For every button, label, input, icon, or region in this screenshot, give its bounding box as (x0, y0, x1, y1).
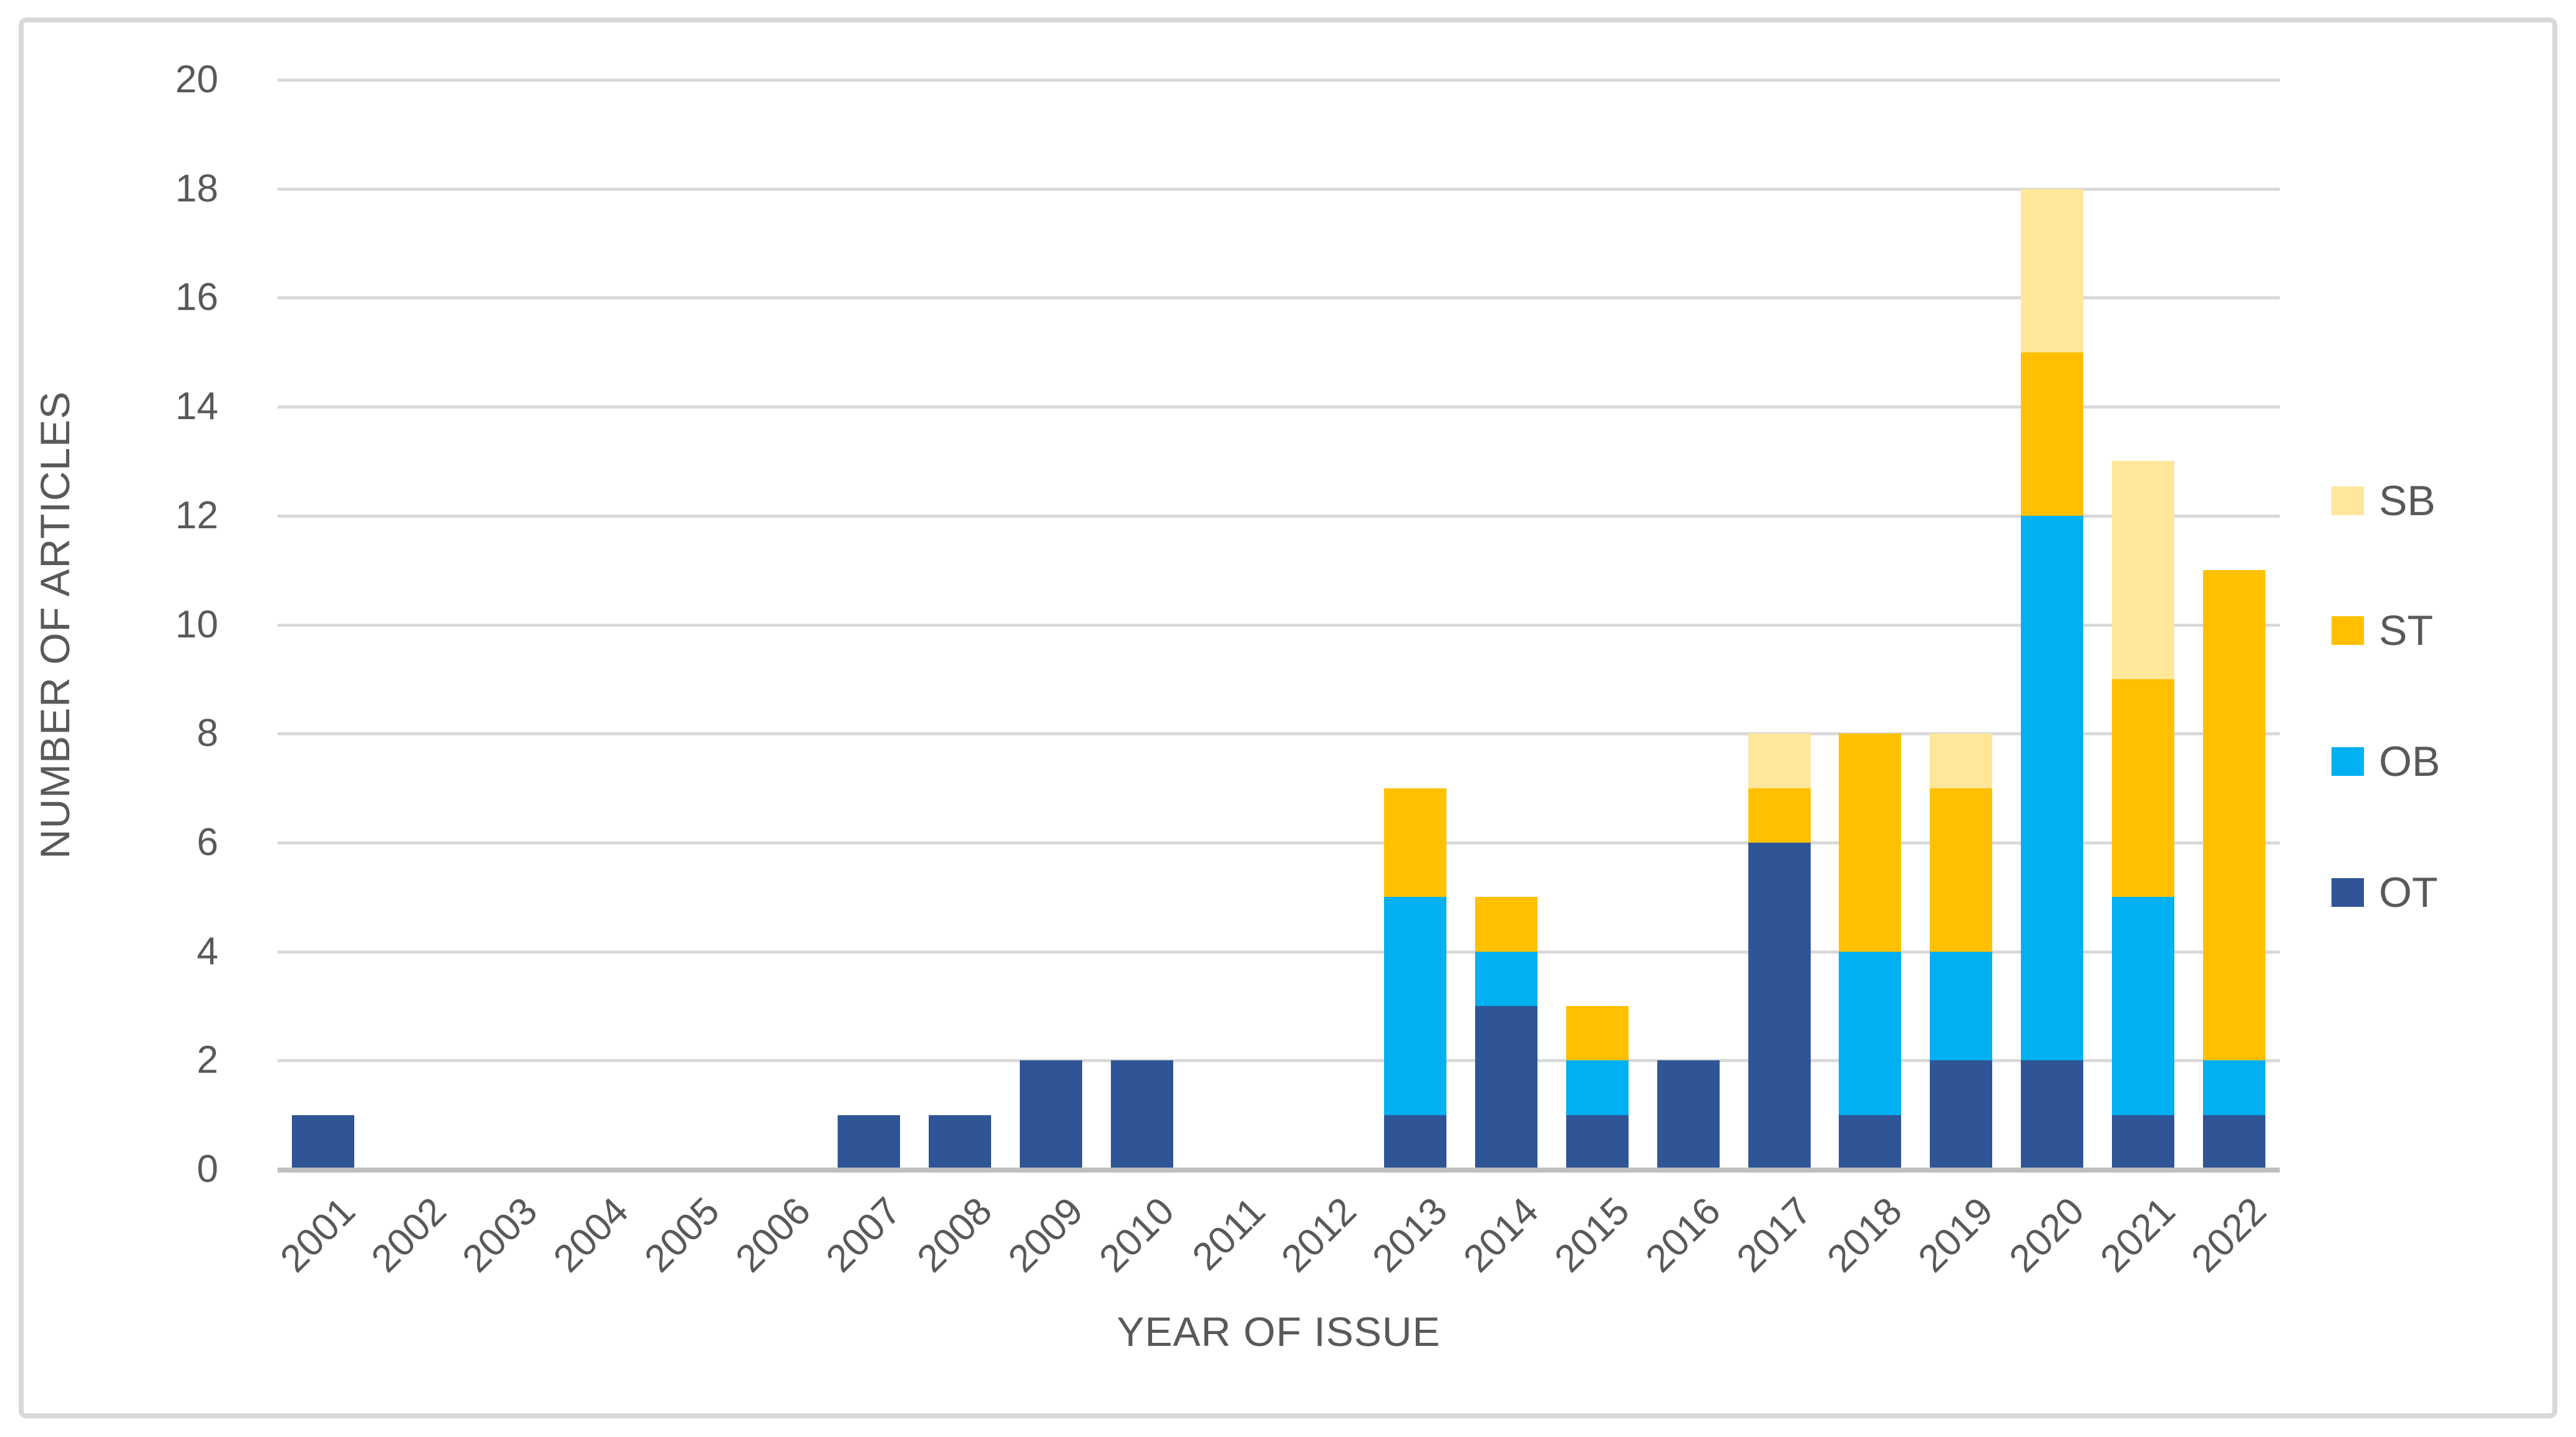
bar-segment-SB-2017 (1748, 733, 1811, 788)
legend-entry-OT: OT (2331, 871, 2438, 914)
bar-segment-ST-2015 (1566, 1005, 1629, 1061)
x-tick-label: 2003 (454, 1189, 546, 1281)
y-tick-label: 4 (196, 929, 218, 973)
x-tick-label: 2008 (909, 1189, 1001, 1281)
legend-entry-SB: SB (2331, 479, 2436, 523)
x-tick-label: 2012 (1273, 1189, 1365, 1281)
y-axis-title: NUMBER OF ARTICLES (32, 390, 78, 859)
x-tick-label: 2007 (818, 1189, 910, 1281)
bar-segment-OB-2022 (2203, 1060, 2266, 1115)
gridline (278, 841, 2280, 844)
x-tick-label: 2010 (1091, 1189, 1183, 1281)
y-tick-label: 2 (196, 1038, 218, 1082)
gridline (278, 405, 2280, 409)
y-tick-label: 14 (175, 385, 218, 428)
bar-segment-OB-2014 (1474, 951, 1537, 1006)
bar-segment-OB-2019 (1930, 951, 1993, 1061)
bar-segment-OT-2007 (838, 1115, 901, 1169)
y-tick-label: 8 (196, 712, 218, 755)
y-tick-label: 16 (175, 276, 218, 319)
bar-segment-OT-2008 (929, 1115, 992, 1169)
bar-segment-SB-2020 (2021, 188, 2084, 352)
bar-segment-OB-2018 (1839, 951, 1902, 1115)
bar-segment-OB-2020 (2021, 515, 2084, 1061)
bar-segment-OT-2014 (1474, 1005, 1537, 1169)
x-tick-label: 2022 (2183, 1189, 2275, 1281)
y-tick-label: 12 (175, 493, 218, 537)
gridline (278, 732, 2280, 736)
x-tick-label: 2015 (1546, 1189, 1638, 1281)
bar-segment-OT-2015 (1566, 1115, 1629, 1169)
x-axis-line (278, 1168, 2280, 1173)
x-tick-label: 2002 (363, 1189, 455, 1281)
x-tick-label: 2021 (2092, 1189, 2184, 1281)
x-tick-label: 2014 (1455, 1189, 1547, 1281)
y-tick-label: 0 (196, 1148, 218, 1191)
bar-segment-OT-2013 (1383, 1115, 1446, 1169)
bar-segment-OB-2013 (1383, 897, 1446, 1115)
legend-marker-ST-icon (2331, 616, 2364, 645)
bar-segment-OT-2019 (1930, 1060, 1993, 1169)
legend-marker-OT-icon (2331, 878, 2364, 907)
x-tick-label: 2009 (1000, 1189, 1092, 1281)
bar-segment-OT-2010 (1111, 1060, 1174, 1169)
bar-segment-ST-2021 (2112, 679, 2175, 898)
legend-label-ST: ST (2379, 607, 2433, 654)
x-tick-label: 2006 (727, 1189, 819, 1281)
gridline (278, 1059, 2280, 1063)
legend-label-OT: OT (2379, 869, 2438, 916)
bar-segment-ST-2020 (2021, 352, 2084, 516)
y-tick-label: 6 (196, 820, 218, 864)
gridline (278, 950, 2280, 954)
x-tick-label: 2018 (1819, 1189, 1911, 1281)
bar-segment-SB-2019 (1930, 733, 1993, 788)
bar-segment-ST-2013 (1383, 788, 1446, 898)
bar-segment-OT-2009 (1020, 1060, 1083, 1169)
x-tick-label: 2004 (545, 1189, 637, 1281)
bar-segment-ST-2018 (1839, 733, 1902, 952)
bar-segment-OT-2022 (2203, 1115, 2266, 1169)
x-tick-label: 2013 (1364, 1189, 1456, 1281)
x-tick-label: 2016 (1637, 1189, 1729, 1281)
legend-label-SB: SB (2379, 477, 2436, 525)
bar-segment-ST-2017 (1748, 788, 1811, 843)
bar-segment-OT-2016 (1657, 1060, 1720, 1169)
bar-segment-OT-2001 (291, 1115, 354, 1169)
bar-segment-OT-2018 (1839, 1115, 1902, 1169)
chart-border (19, 17, 2557, 1418)
bar-segment-OT-2020 (2021, 1060, 2084, 1169)
bar-segment-OT-2017 (1748, 842, 1811, 1169)
bar-segment-SB-2021 (2112, 461, 2175, 679)
bar-segment-ST-2014 (1474, 897, 1537, 952)
bar-segment-OB-2015 (1566, 1060, 1629, 1115)
legend-entry-ST: ST (2331, 609, 2433, 652)
gridline (278, 623, 2280, 627)
x-tick-label: 2019 (1910, 1189, 2002, 1281)
y-tick-label: 18 (175, 167, 218, 210)
y-tick-label: 10 (175, 602, 218, 646)
y-tick-label: 20 (175, 58, 218, 101)
gridline (278, 79, 2280, 82)
x-tick-label: 2001 (272, 1189, 364, 1281)
legend-marker-OB-icon (2331, 747, 2364, 776)
bar-segment-ST-2022 (2203, 570, 2266, 1061)
gridline (278, 514, 2280, 518)
gridline (278, 296, 2280, 300)
bar-segment-OB-2021 (2112, 897, 2175, 1115)
gridline (278, 187, 2280, 191)
x-axis-title: YEAR OF ISSUE (1116, 1309, 1441, 1355)
x-tick-label: 2017 (1728, 1189, 1820, 1281)
bar-segment-OT-2021 (2112, 1115, 2175, 1169)
x-tick-label: 2005 (636, 1189, 728, 1281)
x-tick-label: 2020 (2001, 1189, 2093, 1281)
bar-segment-ST-2019 (1930, 788, 1993, 952)
x-tick-label: 2011 (1184, 1189, 1274, 1279)
legend-marker-SB-icon (2331, 486, 2364, 515)
legend-label-OB: OB (2379, 738, 2441, 785)
legend-entry-OB: OB (2331, 740, 2440, 783)
